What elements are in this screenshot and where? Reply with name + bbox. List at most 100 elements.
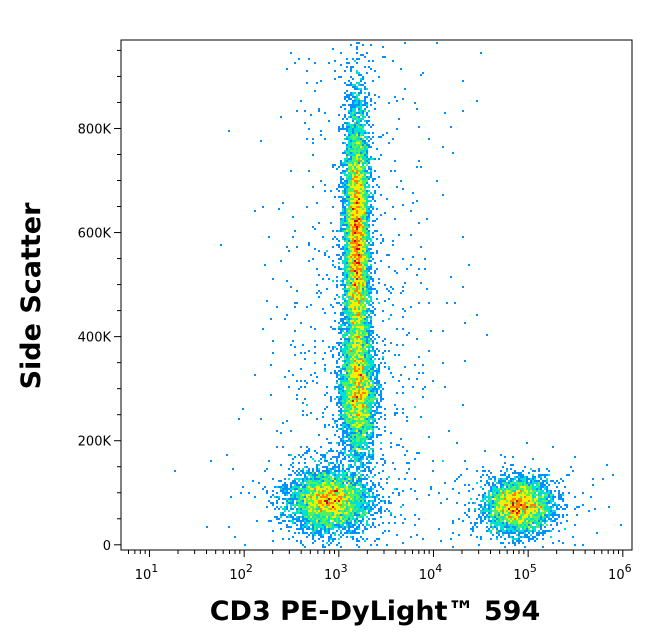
event-dot: [544, 494, 546, 496]
event-dot: [344, 164, 346, 166]
event-dot: [290, 526, 292, 528]
event-dot: [302, 472, 304, 474]
event-dot: [370, 386, 372, 388]
event-dot: [506, 502, 508, 504]
event-dot: [308, 242, 310, 244]
event-dot: [346, 342, 348, 344]
event-dot: [360, 186, 362, 188]
event-dot: [328, 530, 330, 532]
event-dot: [356, 276, 358, 278]
event-dot: [338, 466, 340, 468]
event-dot: [352, 506, 354, 508]
event-dot: [316, 452, 318, 454]
event-dot: [352, 376, 354, 378]
event-dot: [524, 546, 526, 548]
event-dot: [436, 42, 438, 44]
event-dot: [532, 498, 534, 500]
event-dot: [540, 494, 542, 496]
event-dot: [490, 498, 492, 500]
event-dot: [524, 502, 526, 504]
event-dot: [352, 326, 354, 328]
event-dot: [356, 438, 358, 440]
event-dot: [346, 494, 348, 496]
event-dot: [354, 338, 356, 340]
event-dot: [322, 500, 324, 502]
event-dot: [348, 332, 350, 334]
event-dot: [354, 198, 356, 200]
event-dot: [544, 510, 546, 512]
event-dot: [318, 538, 320, 540]
event-dot: [350, 150, 352, 152]
event-dot: [346, 376, 348, 378]
event-dot: [518, 528, 520, 530]
event-dot: [370, 480, 372, 482]
event-dot: [362, 530, 364, 532]
event-dot: [502, 496, 504, 498]
event-dot: [362, 506, 364, 508]
event-dot: [362, 222, 364, 224]
event-dot: [372, 518, 374, 520]
event-dot: [354, 208, 356, 210]
event-dot: [352, 426, 354, 428]
event-dot: [368, 508, 370, 510]
event-dot: [340, 160, 342, 162]
event-dot: [358, 504, 360, 506]
event-dot: [348, 408, 350, 410]
event-dot: [368, 216, 370, 218]
event-dot: [352, 460, 354, 462]
event-dot: [348, 410, 350, 412]
event-dot: [364, 284, 366, 286]
event-dot: [352, 340, 354, 342]
event-dot: [534, 516, 536, 518]
event-dot: [382, 356, 384, 358]
event-dot: [352, 332, 354, 334]
event-dot: [370, 330, 372, 332]
event-dot: [346, 420, 348, 422]
event-dot: [350, 258, 352, 260]
event-dot: [526, 488, 528, 490]
event-dot: [364, 218, 366, 220]
event-dot: [540, 516, 542, 518]
event-dot: [346, 214, 348, 216]
event-dot: [300, 488, 302, 490]
event-dot: [494, 504, 496, 506]
event-dot: [492, 522, 494, 524]
event-dot: [356, 236, 358, 238]
event-dot: [350, 188, 352, 190]
event-dot: [354, 222, 356, 224]
event-dot: [350, 68, 352, 70]
event-dot: [318, 512, 320, 514]
event-dot: [306, 404, 308, 406]
event-dot: [352, 192, 354, 194]
event-dot: [480, 480, 482, 482]
event-dot: [490, 504, 492, 506]
event-dot: [376, 334, 378, 336]
event-dot: [510, 510, 512, 512]
event-dot: [352, 176, 354, 178]
event-dot: [562, 492, 564, 494]
event-dot: [320, 520, 322, 522]
event-dot: [514, 544, 516, 546]
event-dot: [356, 150, 358, 152]
event-dot: [350, 282, 352, 284]
event-dot: [532, 530, 534, 532]
event-dot: [368, 110, 370, 112]
event-dot: [358, 476, 360, 478]
event-dot: [362, 162, 364, 164]
event-dot: [348, 192, 350, 194]
event-dot: [354, 502, 356, 504]
event-dot: [344, 322, 346, 324]
event-dot: [362, 458, 364, 460]
event-dot: [544, 496, 546, 498]
event-dot: [478, 504, 480, 506]
event-dot: [348, 144, 350, 146]
event-dot: [354, 406, 356, 408]
event-dot: [496, 504, 498, 506]
event-dot: [526, 516, 528, 518]
event-dot: [352, 240, 354, 242]
event-dot: [320, 180, 322, 182]
event-dot: [336, 404, 338, 406]
event-dot: [354, 490, 356, 492]
event-dot: [370, 400, 372, 402]
event-dot: [518, 522, 520, 524]
